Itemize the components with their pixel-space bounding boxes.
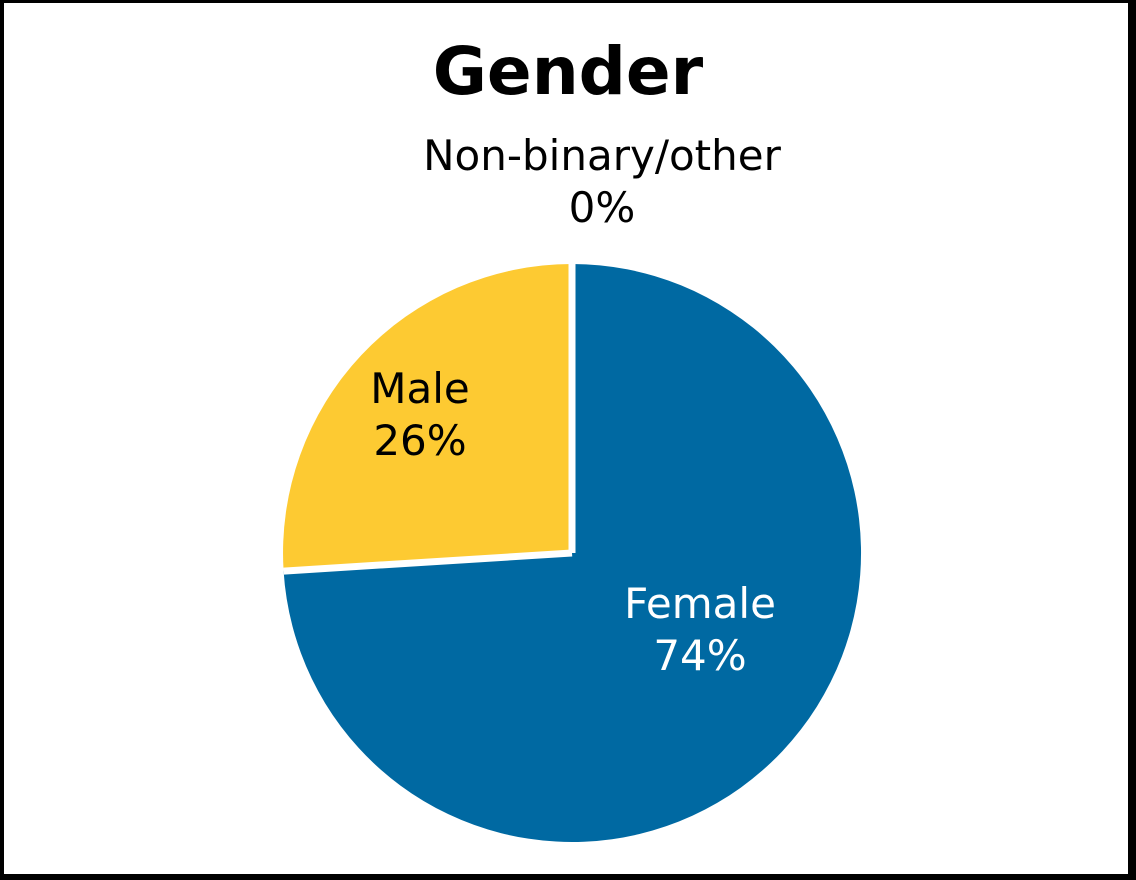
- chart-title: Gender: [432, 33, 704, 110]
- slice-separator-left: [283, 549, 573, 575]
- label-nonbinary: Non-binary/other 0%: [423, 130, 781, 234]
- label-female-value: 74%: [653, 631, 747, 680]
- label-female: Female 74%: [624, 578, 776, 682]
- label-female-name: Female: [624, 579, 776, 628]
- label-nonbinary-value: 0%: [568, 183, 636, 232]
- pie-chart: [283, 264, 862, 842]
- label-nonbinary-name: Non-binary/other: [423, 131, 781, 180]
- label-male-name: Male: [370, 364, 470, 413]
- label-male-value: 26%: [373, 416, 467, 465]
- label-male: Male 26%: [370, 363, 469, 467]
- pie-slice-male: [283, 264, 572, 572]
